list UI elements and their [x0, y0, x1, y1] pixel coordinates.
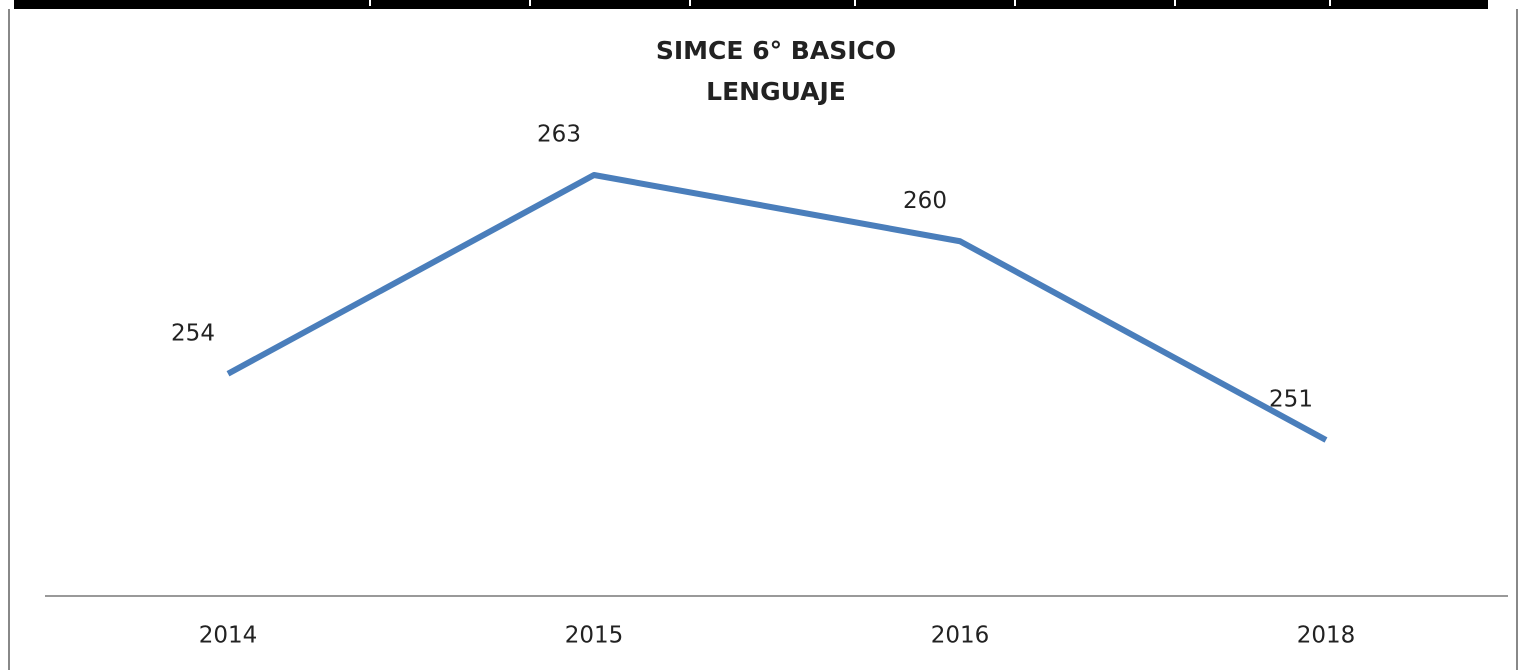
top-border — [14, 0, 1488, 9]
x-tick-label: 2018 — [1297, 623, 1356, 649]
data-label: 254 — [171, 320, 215, 346]
chart-title: SIMCE 6° BASICO — [656, 36, 896, 65]
data-label: 263 — [537, 122, 581, 148]
data-label: 251 — [1269, 387, 1313, 413]
x-tick-label: 2016 — [931, 623, 990, 649]
top-border-separators — [369, 0, 1331, 6]
x-tick-label: 2015 — [565, 623, 624, 649]
line-series — [226, 172, 1328, 443]
x-tick-label: 2014 — [199, 623, 258, 649]
chart-title: LENGUAJE — [706, 77, 846, 106]
data-label: 260 — [903, 188, 947, 214]
